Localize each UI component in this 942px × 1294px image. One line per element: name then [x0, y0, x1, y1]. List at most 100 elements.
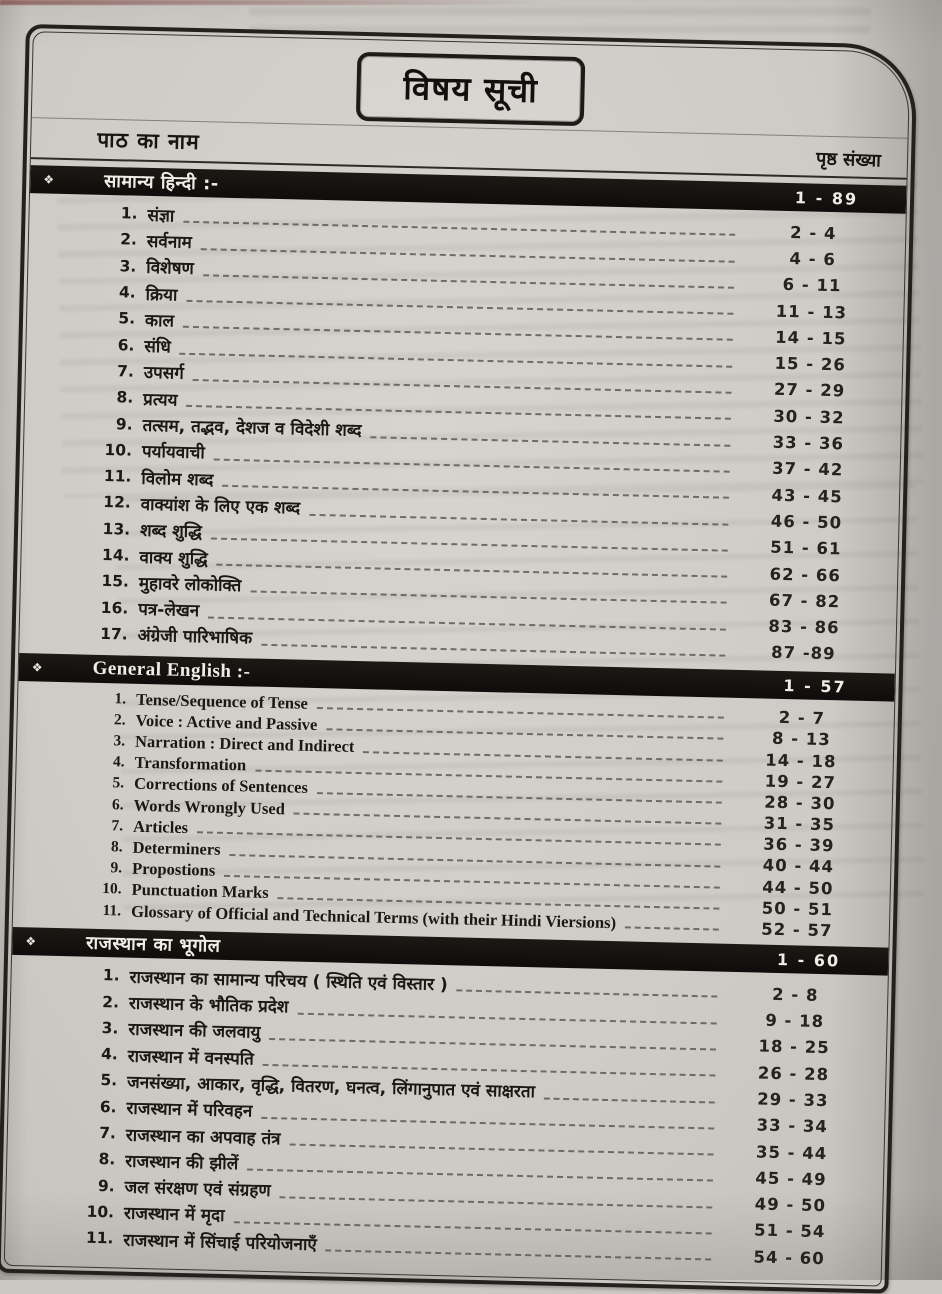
item-page-range: 8 - 13 — [771, 729, 831, 750]
item-number: 8. — [110, 838, 123, 856]
item-label: प्रत्यय — [142, 389, 178, 411]
section-item-list: 1. संज्ञा 2 - 4 2. सर्वनाम 4 - 6 3. विशेषण 6 - 1… — [19, 193, 905, 668]
item-label: क्रिया — [145, 284, 178, 306]
dotted-leader — [456, 989, 718, 998]
item-number: 14. — [101, 545, 130, 565]
item-label: वाक्यांश के लिए एक शब्द — [140, 494, 301, 519]
item-page-range: 28 - 30 — [764, 792, 836, 814]
item-label: जल संरक्षण एवं संग्रहण — [124, 1177, 271, 1202]
page-title: विषय सूची — [402, 67, 539, 111]
section-page-range: 1 - 57 — [783, 675, 847, 697]
item-number: 9. — [115, 414, 133, 434]
item-label: सर्वनाम — [146, 231, 193, 253]
toc-table-outer-border: विषय सूची पाठ का नाम पृष्ठ संख्या ❖ सामान… — [0, 24, 918, 1294]
item-page-range: 36 - 39 — [763, 834, 835, 856]
item-label: पत्र-लेखन — [137, 599, 200, 622]
toc-table: विषय सूची पाठ का नाम पृष्ठ संख्या ❖ सामान… — [3, 31, 911, 1287]
item-label: Transformation — [134, 752, 247, 775]
dotted-leader — [624, 926, 719, 931]
item-page-range: 33 - 34 — [756, 1115, 829, 1137]
item-label: Propostions — [131, 858, 216, 880]
toc-sections: ❖ सामान्य हिन्दी :- 1 - 89 1. संज्ञा 2 - 4 2. स… — [5, 165, 907, 1272]
item-number: 11. — [103, 467, 132, 486]
item-page-range: 27 - 29 — [773, 380, 846, 401]
item-number: 6. — [99, 1097, 117, 1117]
item-number: 5. — [100, 1071, 118, 1090]
item-label: Punctuation Marks — [131, 880, 269, 903]
item-page-range: 14 - 15 — [774, 327, 847, 349]
item-label: Articles — [132, 816, 189, 837]
item-label: संधि — [144, 337, 172, 358]
item-page-range: 33 - 36 — [772, 432, 845, 454]
item-label: राजस्थान की जलवायु — [128, 1020, 261, 1044]
item-number: 10. — [104, 440, 133, 460]
item-label: अंग्रेजी पारिभाषिक — [137, 626, 253, 649]
item-page-range: 29 - 33 — [757, 1089, 829, 1111]
item-label: राजस्थान में परिवहन — [126, 1098, 253, 1122]
item-label: वाक्य शुद्धि — [139, 547, 208, 569]
item-label: Determiners — [132, 837, 221, 859]
item-page-range: 51 - 54 — [753, 1220, 826, 1242]
column-header-page-number: पृष्ठ संख्या — [815, 148, 882, 172]
item-label: शब्द शुद्धि — [139, 521, 203, 543]
item-number: 9. — [110, 859, 123, 877]
photo-edge-artifact — [0, 0, 547, 5]
dotted-leader — [543, 1097, 715, 1104]
item-number: 8. — [116, 388, 134, 407]
item-page-range: 2 - 7 — [778, 708, 826, 729]
item-number: 3. — [101, 1018, 119, 1038]
item-page-range: 87 -89 — [770, 643, 836, 664]
item-number: 2. — [102, 992, 120, 1012]
item-number: 10. — [102, 880, 122, 898]
item-number: 9. — [97, 1176, 115, 1196]
item-page-range: 30 - 32 — [773, 406, 845, 428]
item-number: 4. — [100, 1045, 118, 1064]
item-page-range: 18 - 25 — [758, 1036, 830, 1058]
item-label: विलोम शब्द — [141, 468, 214, 491]
item-label: काल — [144, 310, 175, 332]
item-number: 17. — [99, 624, 128, 644]
item-number: 2. — [120, 230, 138, 250]
item-page-range: 83 - 86 — [768, 616, 840, 638]
item-page-range: 49 - 50 — [754, 1194, 827, 1216]
item-label: राजस्थान में वनस्पति — [127, 1046, 255, 1070]
section-marker-icon: ❖ — [43, 172, 55, 187]
item-number: 2. — [113, 711, 126, 729]
item-page-range: 14 - 18 — [765, 750, 837, 771]
item-number: 6. — [111, 795, 124, 814]
item-number: 7. — [116, 362, 135, 381]
section-marker-icon: ❖ — [25, 934, 37, 949]
section-page-range: 1 - 60 — [776, 949, 841, 971]
item-label: Corrections of Sentences — [133, 774, 309, 798]
item-number: 13. — [102, 519, 131, 539]
section-item-list: 1. Tense/Sequence of Tense 2 - 7 2. Voice : … — [13, 681, 894, 942]
section-page-range: 1 - 89 — [794, 187, 859, 209]
dotted-leader — [260, 643, 726, 657]
column-header-lesson-name: पाठ का नाम — [97, 127, 200, 155]
item-label: तत्सम, तद्भव, देशज व विदेशी शब्द — [142, 415, 362, 442]
item-number: 11. — [102, 901, 122, 920]
item-page-range: 45 - 49 — [755, 1168, 827, 1190]
item-page-range: 4 - 6 — [789, 248, 837, 270]
item-number: 1. — [120, 204, 138, 223]
item-number: 5. — [112, 774, 125, 792]
item-page-range: 52 - 57 — [761, 919, 833, 941]
toc-title-box: विषय सूची — [355, 51, 586, 127]
item-number: 4. — [112, 753, 125, 771]
section-item-list: 1. राजस्थान का सामान्य परिचय ( स्थिति एवं… — [5, 955, 888, 1272]
item-page-range: 54 - 60 — [753, 1247, 825, 1268]
item-label: राजस्थान का अपवाह तंत्र — [125, 1125, 281, 1149]
item-number: 5. — [118, 309, 136, 328]
item-page-range: 67 - 82 — [768, 590, 841, 612]
item-page-range: 26 - 28 — [757, 1063, 830, 1084]
item-label: राजस्थान में सिंचाई परियोजनाएँ — [123, 1230, 317, 1255]
section-title: सामान्य हिन्दी :- — [103, 170, 220, 195]
item-label: राजस्थान की झीलें — [124, 1151, 239, 1175]
item-page-range: 50 - 51 — [761, 898, 834, 920]
item-number: 7. — [98, 1124, 117, 1143]
item-page-range: 6 - 11 — [782, 275, 842, 296]
item-label: राजस्थान में मृदा — [123, 1204, 225, 1227]
item-page-range: 9 - 18 — [765, 1010, 825, 1032]
item-number: 6. — [117, 335, 135, 355]
